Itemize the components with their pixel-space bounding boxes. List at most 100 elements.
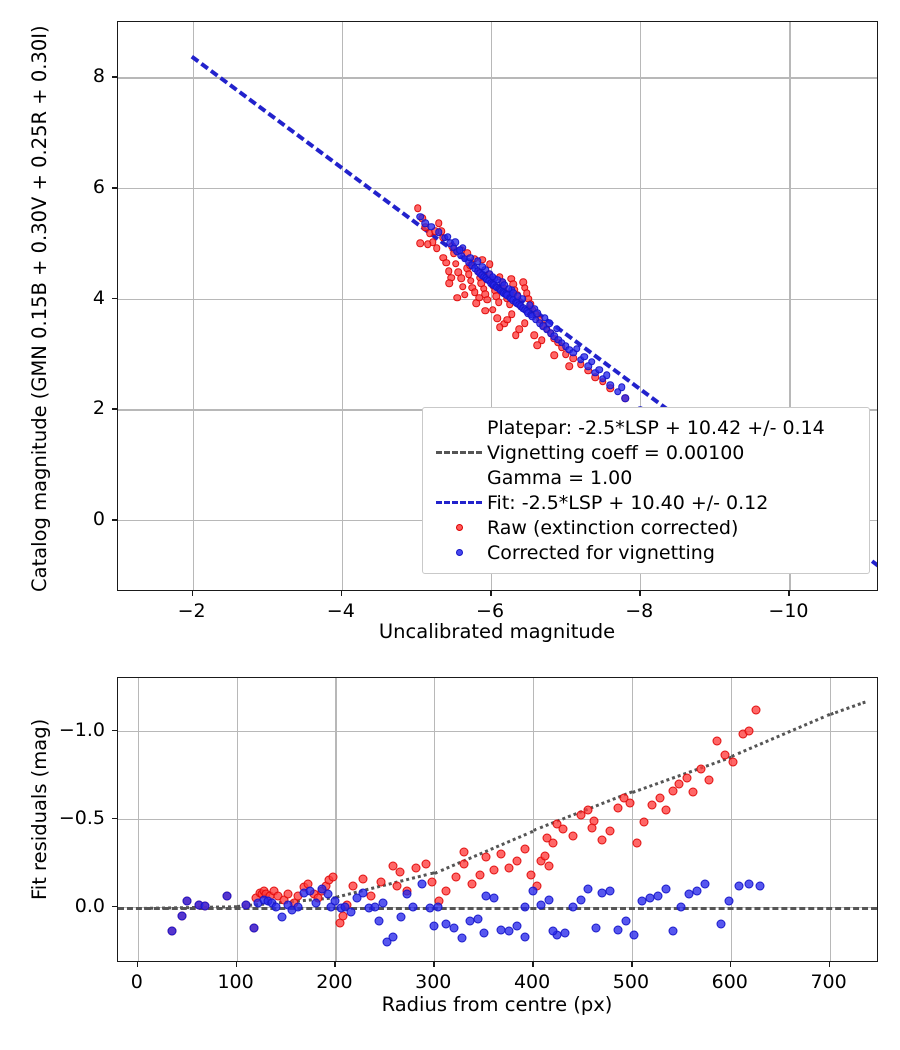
data-point-raw xyxy=(504,863,514,873)
axis-label-y-catalog-magnitude: Catalog magnitude (GMN 0.15B + 0.30V + 0… xyxy=(28,25,51,592)
data-point-raw xyxy=(613,803,623,813)
data-point-corrected xyxy=(167,926,177,936)
data-point-corrected xyxy=(340,902,350,912)
data-point-raw xyxy=(467,879,477,889)
data-point-corrected xyxy=(504,926,514,936)
plot-legend: Platepar: -2.5*LSP + 10.42 +/- 0.14 Vign… xyxy=(422,407,870,574)
data-point-raw xyxy=(668,786,678,796)
data-point-corrected xyxy=(548,926,558,936)
data-point-corrected xyxy=(629,930,639,940)
data-point-corrected xyxy=(545,319,553,327)
data-point-corrected xyxy=(621,916,631,926)
data-point-raw xyxy=(496,323,504,332)
data-point-raw xyxy=(597,835,607,845)
vignetting-model-curve xyxy=(434,829,535,875)
data-point-raw xyxy=(511,331,520,339)
legend-key-grey-dash xyxy=(433,440,485,465)
data-point-raw xyxy=(485,260,494,269)
data-point-raw xyxy=(550,351,559,359)
data-point-raw xyxy=(483,296,492,304)
legend-label-platepar: Platepar: -2.5*LSP + 10.42 +/- 0.14 xyxy=(487,416,825,439)
y-tick-label: 0.0 xyxy=(74,894,105,917)
data-point-raw xyxy=(548,838,558,848)
data-point-corrected xyxy=(541,313,549,322)
legend-key-empty xyxy=(433,415,485,440)
data-point-corrected xyxy=(676,902,686,912)
axis-label-y-fit-residuals: Fit residuals (mag) xyxy=(28,718,51,900)
data-point-raw xyxy=(442,258,451,267)
data-point-raw xyxy=(682,773,692,783)
x-tick xyxy=(433,962,435,967)
data-point-corrected xyxy=(416,213,424,221)
data-point-raw xyxy=(661,805,671,815)
data-point-raw xyxy=(451,872,461,882)
data-point-raw xyxy=(512,856,522,866)
x-tick-label: −2 xyxy=(177,600,206,622)
data-point-raw xyxy=(520,319,529,327)
data-point-corrected xyxy=(478,262,486,271)
data-point-corrected xyxy=(734,881,744,891)
data-point-corrected xyxy=(617,383,626,391)
data-point-corrected xyxy=(402,889,412,899)
y-tick xyxy=(112,905,117,908)
data-point-raw xyxy=(445,279,453,287)
x-tick xyxy=(334,962,337,967)
data-point-corrected xyxy=(444,232,452,241)
data-point-corrected xyxy=(382,937,392,947)
gridline-vertical xyxy=(640,22,642,590)
gridline-vertical xyxy=(491,22,493,590)
data-point-raw xyxy=(558,824,568,834)
axis-label-x-uncalibrated-magnitude: Uncalibrated magnitude xyxy=(378,620,616,643)
data-point-raw xyxy=(488,306,497,314)
data-point-corrected xyxy=(653,891,663,901)
data-point-raw xyxy=(392,881,402,891)
data-point-corrected xyxy=(744,879,754,889)
data-point-raw xyxy=(411,863,421,873)
data-point-corrected xyxy=(358,888,368,898)
data-point-raw xyxy=(647,800,657,810)
legend-label-gamma: Gamma = 1.00 xyxy=(487,466,633,489)
y-tick-label: 6 xyxy=(92,176,105,199)
data-point-corrected xyxy=(433,902,443,912)
y-tick-label: 0 xyxy=(92,508,105,531)
data-point-corrected xyxy=(222,891,232,901)
data-point-raw xyxy=(459,859,469,869)
y-tick-label: 2 xyxy=(92,397,105,420)
grey-dashed-line-icon xyxy=(436,451,482,454)
legend-item-fit: Fit: -2.5*LSP + 10.40 +/- 0.12 xyxy=(433,490,858,515)
data-point-raw xyxy=(388,861,398,871)
y-tick xyxy=(112,408,117,410)
data-point-corrected xyxy=(455,246,464,254)
y-tick xyxy=(112,76,117,78)
data-point-corrected xyxy=(580,353,589,361)
data-point-corrected xyxy=(661,884,671,894)
data-point-corrected xyxy=(668,926,678,936)
legend-item-raw: Raw (extinction corrected) xyxy=(433,515,858,540)
data-point-raw xyxy=(496,849,506,859)
legend-item-gamma: Gamma = 1.00 xyxy=(433,465,858,490)
data-point-corrected xyxy=(451,238,459,246)
x-tick xyxy=(639,591,641,596)
y-tick xyxy=(112,519,117,521)
data-point-corrected xyxy=(583,884,593,894)
data-point-corrected xyxy=(449,923,459,933)
data-point-raw xyxy=(544,861,554,871)
legend-label-corrected: Corrected for vignetting xyxy=(487,541,715,564)
axis-label-x-radius: Radius from centre (px) xyxy=(381,993,613,1016)
data-point-raw xyxy=(441,886,451,896)
data-point-raw xyxy=(475,293,483,302)
gridline-vertical xyxy=(192,22,194,590)
data-point-corrected xyxy=(526,301,534,310)
data-point-corrected xyxy=(700,879,710,889)
data-point-raw xyxy=(605,826,615,836)
gridline-horizontal xyxy=(118,188,877,190)
x-tick xyxy=(828,962,831,967)
data-point-raw xyxy=(435,219,443,228)
x-tick xyxy=(235,962,238,967)
data-point-raw xyxy=(720,750,730,760)
x-tick-label: 700 xyxy=(810,971,847,993)
data-point-corrected xyxy=(613,925,623,935)
data-point-raw xyxy=(453,293,462,302)
data-point-corrected xyxy=(330,896,340,906)
